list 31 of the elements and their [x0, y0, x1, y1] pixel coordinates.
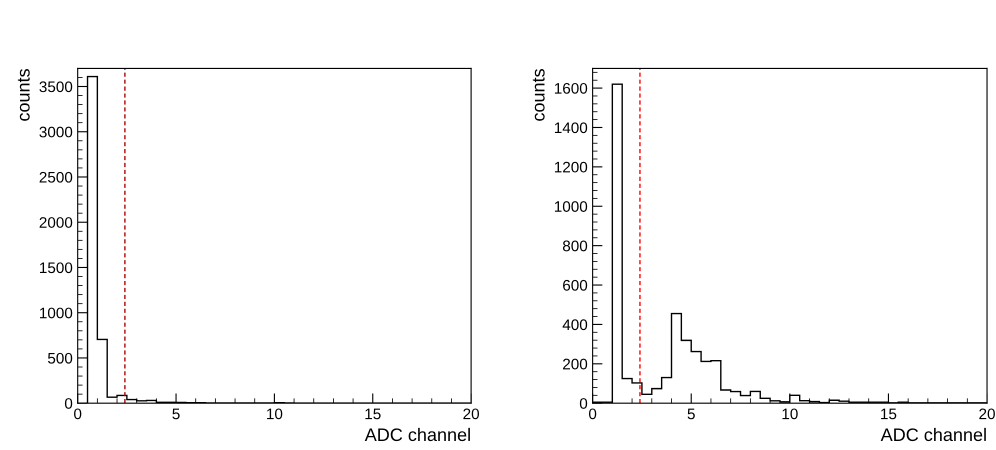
x-axis-title: ADC channel — [880, 428, 986, 442]
y-tick-label: 2500 — [40, 172, 72, 183]
y-tick-label: 3000 — [39, 126, 72, 138]
y-axis-title: counts — [18, 69, 30, 121]
x-tick-label: 15 — [365, 408, 381, 420]
y-tick-label: 1200 — [554, 162, 588, 173]
y-tick-label: 2000 — [40, 217, 72, 228]
y-tick-label: 1500 — [40, 262, 72, 274]
y-tick-label: 400 — [562, 319, 588, 330]
x-tick-label: 0 — [588, 408, 596, 420]
y-tick-label: 500 — [48, 352, 72, 364]
y-tick-label: 800 — [562, 240, 588, 252]
x-tick-label: 20 — [979, 408, 995, 420]
y-tick-label: 1600 — [554, 82, 588, 94]
y-tick-label: 200 — [563, 358, 588, 370]
x-axis-title: ADC channel — [364, 428, 470, 442]
y-axis-title: counts — [532, 69, 545, 121]
x-tick-label: 10 — [782, 408, 798, 420]
x-tick-label: 5 — [172, 408, 180, 420]
y-tick-label: 1400 — [554, 122, 588, 134]
y-tick-label: 3500 — [39, 81, 72, 92]
y-tick-label: 1000 — [554, 201, 588, 212]
y-tick-label: 0 — [580, 398, 588, 409]
y-tick-label: 1000 — [40, 308, 72, 318]
y-tick-label: 600 — [563, 280, 588, 291]
x-tick-label: 5 — [688, 408, 695, 420]
x-tick-label: 20 — [463, 408, 480, 420]
x-tick-label: 10 — [267, 408, 282, 420]
x-tick-label: 0 — [74, 408, 82, 420]
y-tick-label: 0 — [64, 398, 72, 409]
x-tick-label: 15 — [881, 408, 896, 420]
